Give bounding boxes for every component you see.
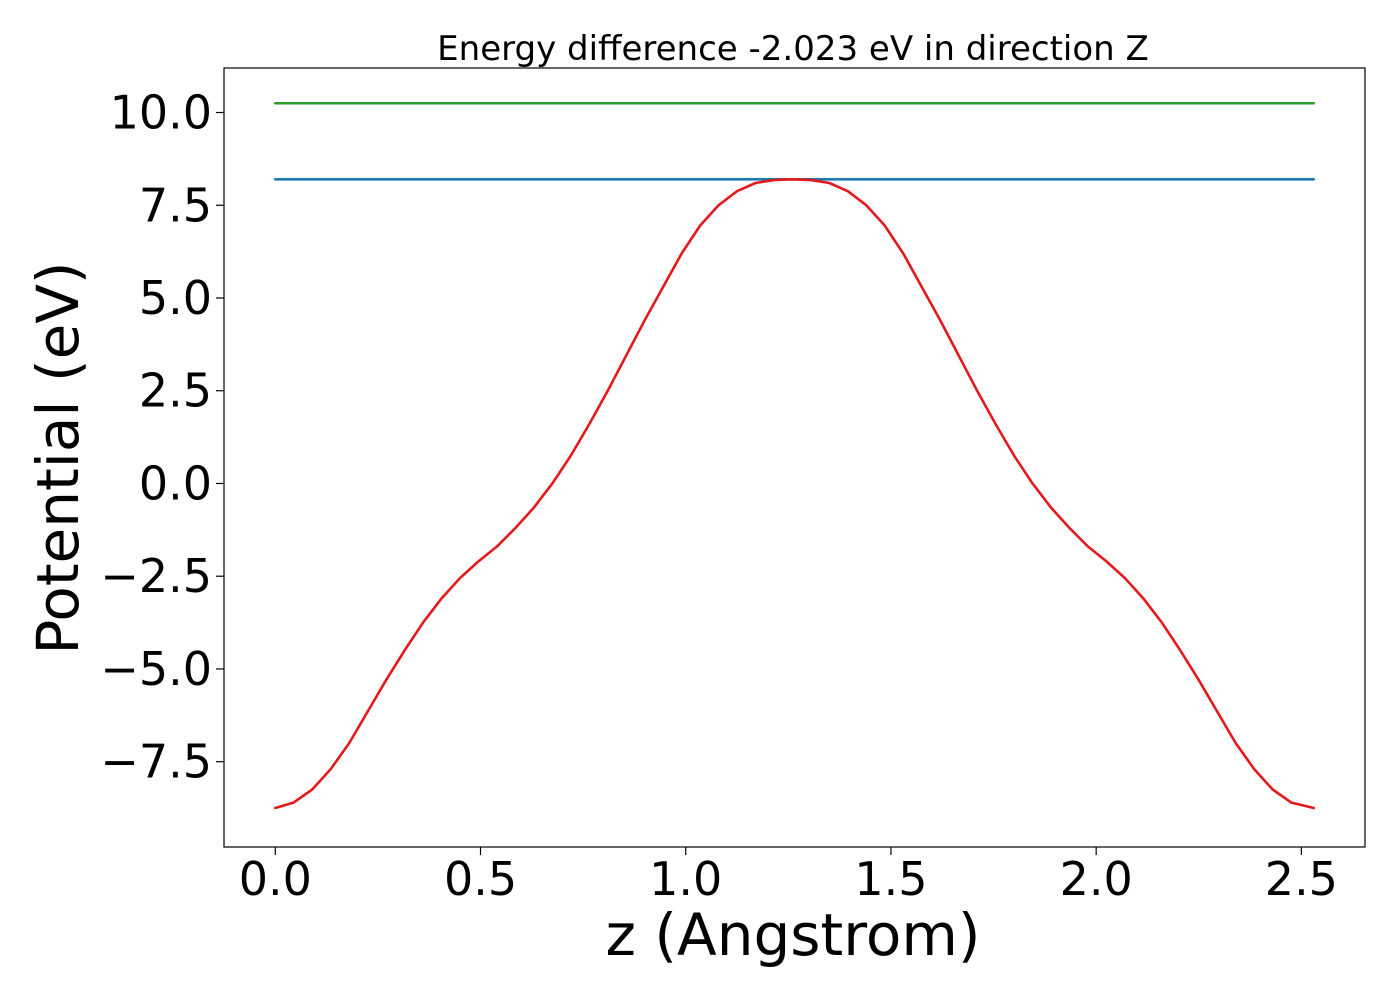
y-axis-title: Potential (eV) <box>24 261 92 654</box>
y-tick-label: −7.5 <box>100 735 212 789</box>
plot-layer <box>273 101 1315 810</box>
y-tick-label: −2.5 <box>100 549 212 603</box>
y-tick-label: 2.5 <box>139 364 212 418</box>
y-tick-label: 5.0 <box>139 271 212 325</box>
y-tick-label: 0.0 <box>139 456 212 510</box>
x-tick-label: 0.0 <box>239 852 312 906</box>
x-tick-label: 1.5 <box>854 852 927 906</box>
y-tick-label: −5.0 <box>100 642 212 696</box>
y-tick-label: 10.0 <box>110 86 212 140</box>
x-tick-label: 2.0 <box>1060 852 1133 906</box>
x-tick-label: 1.0 <box>649 852 722 906</box>
x-axis-title: z (Angstrom) <box>606 901 981 969</box>
plot-frame <box>223 67 1366 848</box>
y-tick-label: 7.5 <box>139 178 212 232</box>
x-tick-label: 0.5 <box>444 852 517 906</box>
series-line-2 <box>273 177 1315 810</box>
axes-layer: 0.0 0.5 1.0 1.5 2.0 2.5 10.0 7.5 5.0 2.5 0.0 −2.5 −5… <box>100 86 1338 906</box>
chart-title: Energy difference -2.023 eV in direction… <box>437 29 1149 69</box>
x-tick-label: 2.5 <box>1265 852 1338 906</box>
